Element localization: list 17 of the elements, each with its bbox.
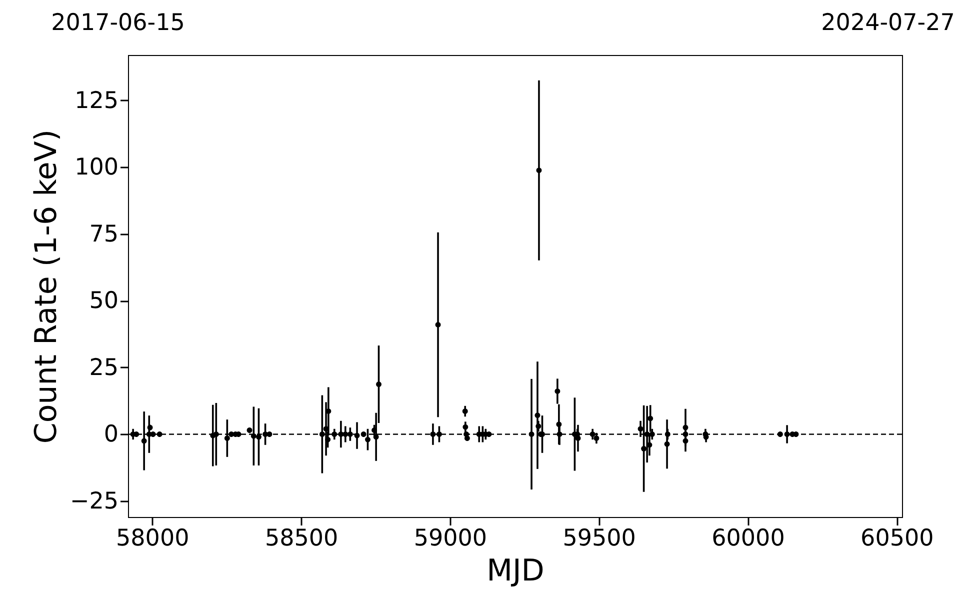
x-axis-title: MJD: [486, 554, 544, 588]
y-tick-label: 50: [89, 288, 118, 314]
y-tick-label: 100: [74, 154, 118, 181]
x-tick-label: 58500: [264, 526, 338, 552]
text: 2024-07-27: [821, 10, 955, 36]
x-tick-label: 60000: [712, 526, 785, 552]
y-tick-label: 25: [89, 354, 118, 381]
y-tick-label: 0: [104, 422, 118, 448]
y-axis-title: Count Rate (1-6 keV): [28, 129, 64, 444]
y-tick-label: 125: [74, 88, 118, 114]
y-tick-label: 75: [89, 221, 118, 248]
x-tick-label: 60500: [860, 526, 934, 552]
x-tick-label: 58000: [116, 526, 190, 552]
x-tick-label: 59000: [414, 526, 488, 552]
y-tick-label: −25: [70, 488, 118, 514]
x-tick-label: 59500: [562, 526, 636, 552]
text: 2017-06-15: [51, 10, 185, 36]
